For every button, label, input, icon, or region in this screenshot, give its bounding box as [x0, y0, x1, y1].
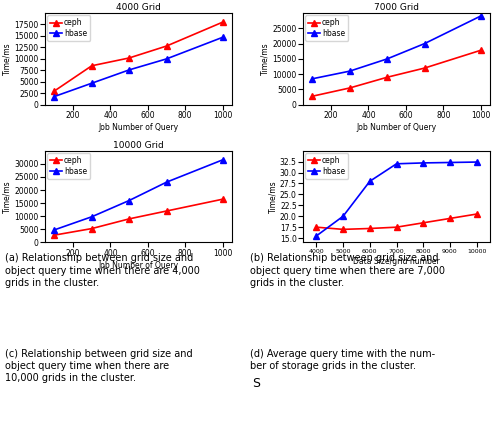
ceph	[126, 55, 132, 61]
ceph	[88, 226, 94, 231]
hbase	[314, 233, 320, 239]
ceph	[347, 85, 353, 90]
Line: hbase: hbase	[52, 35, 226, 99]
ceph	[310, 94, 316, 99]
Text: (d) Average query time with the num-
ber of storage grids in the cluster.: (d) Average query time with the num- ber…	[250, 349, 435, 371]
X-axis label: Job Number of Query: Job Number of Query	[98, 261, 178, 269]
hbase	[367, 179, 373, 184]
hbase	[478, 13, 484, 19]
Legend: ceph, hbase: ceph, hbase	[48, 15, 90, 41]
Line: ceph: ceph	[52, 197, 226, 238]
Line: hbase: hbase	[52, 157, 226, 233]
X-axis label: Data Size/grid number: Data Size/grid number	[353, 256, 440, 265]
Legend: ceph, hbase: ceph, hbase	[306, 15, 348, 41]
Line: ceph: ceph	[52, 19, 226, 94]
hbase	[88, 214, 94, 220]
ceph	[394, 225, 400, 230]
hbase	[474, 159, 480, 165]
Y-axis label: Time/ms: Time/ms	[268, 180, 277, 213]
Text: (b) Relationship between grid size and
object query time when there are 7,000
gr: (b) Relationship between grid size and o…	[250, 253, 445, 288]
hbase	[164, 56, 170, 61]
hbase	[422, 41, 428, 46]
ceph	[164, 208, 170, 213]
Text: S: S	[252, 377, 260, 390]
hbase	[447, 160, 453, 165]
ceph	[52, 88, 58, 94]
Y-axis label: Time/ms: Time/ms	[2, 180, 12, 213]
ceph	[340, 227, 346, 232]
ceph	[220, 197, 226, 202]
Line: hbase: hbase	[314, 159, 480, 239]
ceph	[164, 43, 170, 48]
hbase	[126, 198, 132, 203]
Line: ceph: ceph	[310, 48, 484, 99]
ceph	[314, 225, 320, 230]
ceph	[478, 48, 484, 53]
ceph	[88, 63, 94, 68]
Title: 4000 Grid: 4000 Grid	[116, 3, 161, 12]
hbase	[394, 161, 400, 166]
ceph	[474, 211, 480, 216]
hbase	[420, 160, 426, 165]
ceph	[52, 233, 58, 238]
X-axis label: Job Number of Query: Job Number of Query	[356, 123, 436, 132]
hbase	[126, 67, 132, 72]
hbase	[384, 56, 390, 61]
ceph	[447, 216, 453, 221]
hbase	[52, 227, 58, 233]
hbase	[340, 213, 346, 219]
Y-axis label: Time/ms: Time/ms	[2, 42, 12, 75]
ceph	[422, 65, 428, 71]
Title: 10000 Grid: 10000 Grid	[113, 141, 164, 150]
Legend: ceph, hbase: ceph, hbase	[306, 153, 348, 179]
ceph	[384, 74, 390, 80]
ceph	[220, 19, 226, 25]
Line: hbase: hbase	[310, 13, 484, 81]
hbase	[52, 94, 58, 99]
Text: (c) Relationship between grid size and
object query time when there are
10,000 g: (c) Relationship between grid size and o…	[5, 349, 192, 383]
ceph	[367, 226, 373, 231]
hbase	[310, 76, 316, 81]
Y-axis label: Time/ms: Time/ms	[260, 42, 270, 75]
hbase	[347, 68, 353, 74]
ceph	[420, 220, 426, 226]
hbase	[164, 180, 170, 185]
ceph	[126, 216, 132, 221]
Title: 7000 Grid: 7000 Grid	[374, 3, 419, 12]
Legend: ceph, hbase: ceph, hbase	[48, 153, 90, 179]
hbase	[88, 81, 94, 86]
hbase	[220, 157, 226, 162]
Text: (a) Relationship between grid size and
object query time when there are 4,000
gr: (a) Relationship between grid size and o…	[5, 253, 200, 288]
hbase	[220, 35, 226, 40]
Line: ceph: ceph	[314, 211, 480, 232]
X-axis label: Job Number of Query: Job Number of Query	[98, 123, 178, 132]
